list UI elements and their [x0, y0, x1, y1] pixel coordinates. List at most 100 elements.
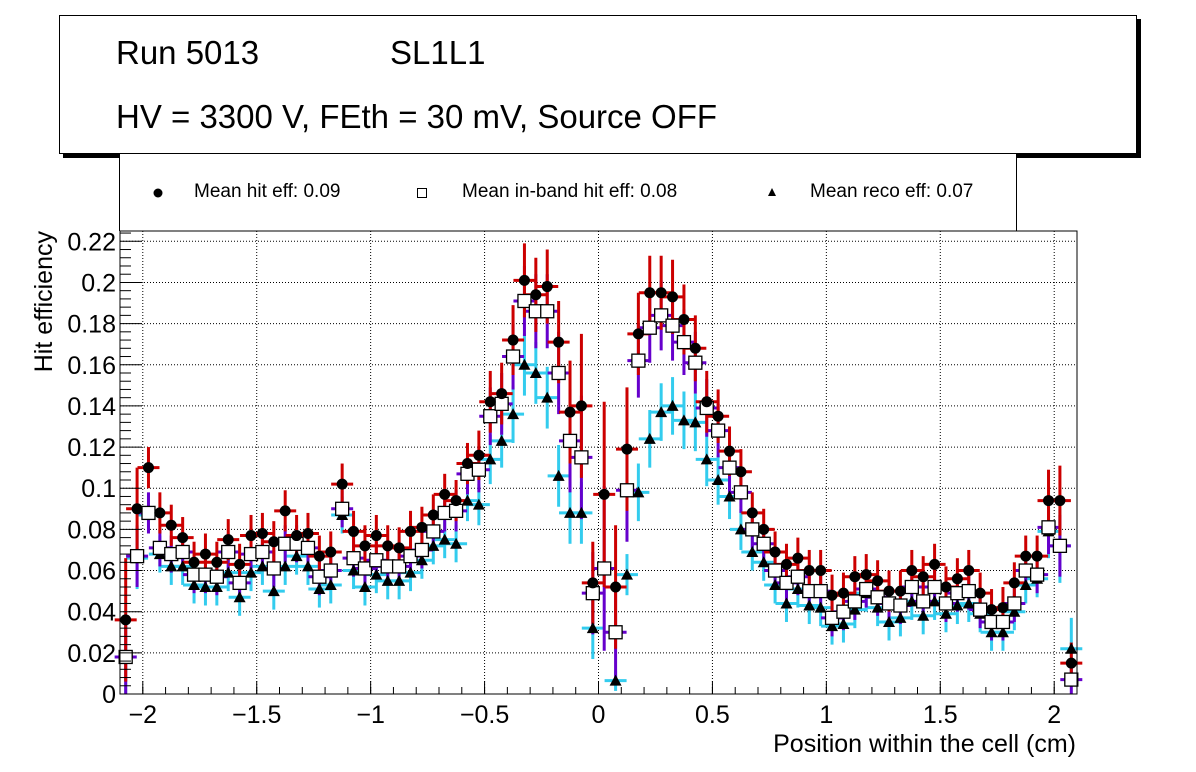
- hit-marker: [1043, 495, 1055, 507]
- reco-marker: [712, 473, 725, 485]
- hit-marker: [997, 602, 1009, 614]
- hit-marker: [621, 443, 633, 455]
- reco-marker: [1019, 578, 1032, 590]
- hit-marker: [587, 577, 599, 589]
- inband-marker: [1052, 538, 1068, 553]
- reco-marker: [301, 560, 314, 572]
- hit-marker: [405, 525, 417, 537]
- hit-marker: [1008, 577, 1020, 589]
- series-markers-0: [120, 274, 1077, 669]
- reco-marker: [837, 618, 850, 630]
- inband-marker: [426, 524, 441, 539]
- reco-marker: [415, 554, 428, 566]
- hit-marker: [917, 571, 929, 583]
- hit-marker: [154, 507, 166, 519]
- filled-triangle-icon: [768, 188, 776, 196]
- reco-marker: [871, 601, 884, 613]
- inband-marker: [631, 353, 646, 368]
- inband-marker: [847, 594, 862, 609]
- grid: [120, 231, 1077, 694]
- plot-frame: [119, 230, 1078, 695]
- hit-marker: [872, 575, 884, 587]
- hit-marker: [211, 556, 223, 568]
- reco-marker: [609, 674, 622, 686]
- inband-marker: [995, 614, 1011, 630]
- inband-marker: [414, 542, 430, 558]
- hit-marker: [575, 400, 587, 412]
- reco-marker: [632, 486, 645, 498]
- hit-marker: [963, 565, 975, 577]
- reco-marker: [461, 494, 474, 506]
- reco-marker: [951, 599, 964, 611]
- inband-marker: [175, 544, 190, 560]
- title-box: Run 5013 SL1L1 HV = 3300 V, FEth = 30 mV…: [59, 15, 1137, 154]
- reco-marker: [939, 607, 952, 619]
- hit-marker: [974, 587, 986, 599]
- hit-marker: [530, 289, 542, 301]
- reco-marker: [643, 432, 656, 444]
- reco-marker: [700, 453, 713, 465]
- x-tick-label: −1: [356, 701, 385, 729]
- hit-marker: [644, 287, 656, 299]
- hit-marker: [234, 558, 246, 570]
- hit-marker: [746, 507, 758, 519]
- hit-marker: [1020, 550, 1032, 562]
- y-tick-label: 0.1: [81, 475, 116, 503]
- hit-marker: [815, 565, 827, 577]
- inband-marker: [859, 581, 874, 597]
- y-tick-label: 0.12: [67, 434, 116, 462]
- x-tick-label: −1.5: [232, 701, 281, 729]
- reco-marker: [1065, 642, 1078, 654]
- y-tick-label: 0: [102, 681, 116, 709]
- reco-marker: [427, 539, 440, 551]
- hit-marker: [701, 396, 713, 408]
- reco-marker: [222, 566, 235, 578]
- reco-marker: [529, 366, 542, 378]
- reco-marker: [541, 391, 554, 403]
- reco-marker: [199, 580, 212, 592]
- hit-marker: [632, 328, 644, 340]
- filled-circle-icon: [153, 188, 163, 198]
- inband-marker: [323, 563, 338, 578]
- reco-marker: [484, 453, 497, 465]
- reco-marker: [324, 578, 337, 590]
- inband-marker: [1041, 520, 1056, 535]
- inband-marker: [836, 604, 851, 619]
- inband-marker: [300, 540, 316, 556]
- reco-marker: [996, 626, 1009, 638]
- x-axis-label: Position within the cell (cm): [773, 730, 1076, 758]
- reco-marker: [666, 399, 679, 411]
- hit-marker: [268, 536, 280, 548]
- hit-marker: [689, 342, 701, 354]
- reco-marker: [974, 607, 987, 619]
- reco-marker: [279, 560, 292, 572]
- inband-marker: [289, 536, 304, 551]
- reco-marker: [826, 620, 839, 632]
- hit-marker: [1065, 657, 1077, 669]
- hit-marker: [951, 573, 963, 585]
- inband-marker: [676, 334, 692, 350]
- inband-marker: [540, 304, 555, 319]
- y-tick-label: 0.22: [67, 228, 116, 256]
- inband-marker: [266, 561, 281, 576]
- inband-marker: [551, 365, 566, 381]
- inband-marker: [460, 466, 475, 481]
- inband-marker: [471, 462, 487, 477]
- hit-marker: [336, 478, 348, 490]
- x-tick-label: 1.5: [923, 701, 958, 729]
- hit-marker: [199, 548, 211, 560]
- reco-marker: [142, 508, 155, 520]
- y-tick-label: 0.18: [67, 311, 116, 339]
- inband-marker: [745, 522, 760, 537]
- inband-marker: [335, 501, 350, 516]
- hit-marker: [131, 503, 143, 515]
- layer-label: SL1L1: [390, 34, 486, 71]
- reco-marker: [370, 568, 383, 580]
- reco-marker: [450, 537, 463, 549]
- reco-marker: [245, 566, 258, 578]
- reco-marker: [575, 506, 588, 518]
- hit-marker: [359, 540, 371, 552]
- hit-marker: [370, 530, 382, 542]
- inband-marker: [369, 553, 384, 568]
- inband-marker: [186, 567, 202, 582]
